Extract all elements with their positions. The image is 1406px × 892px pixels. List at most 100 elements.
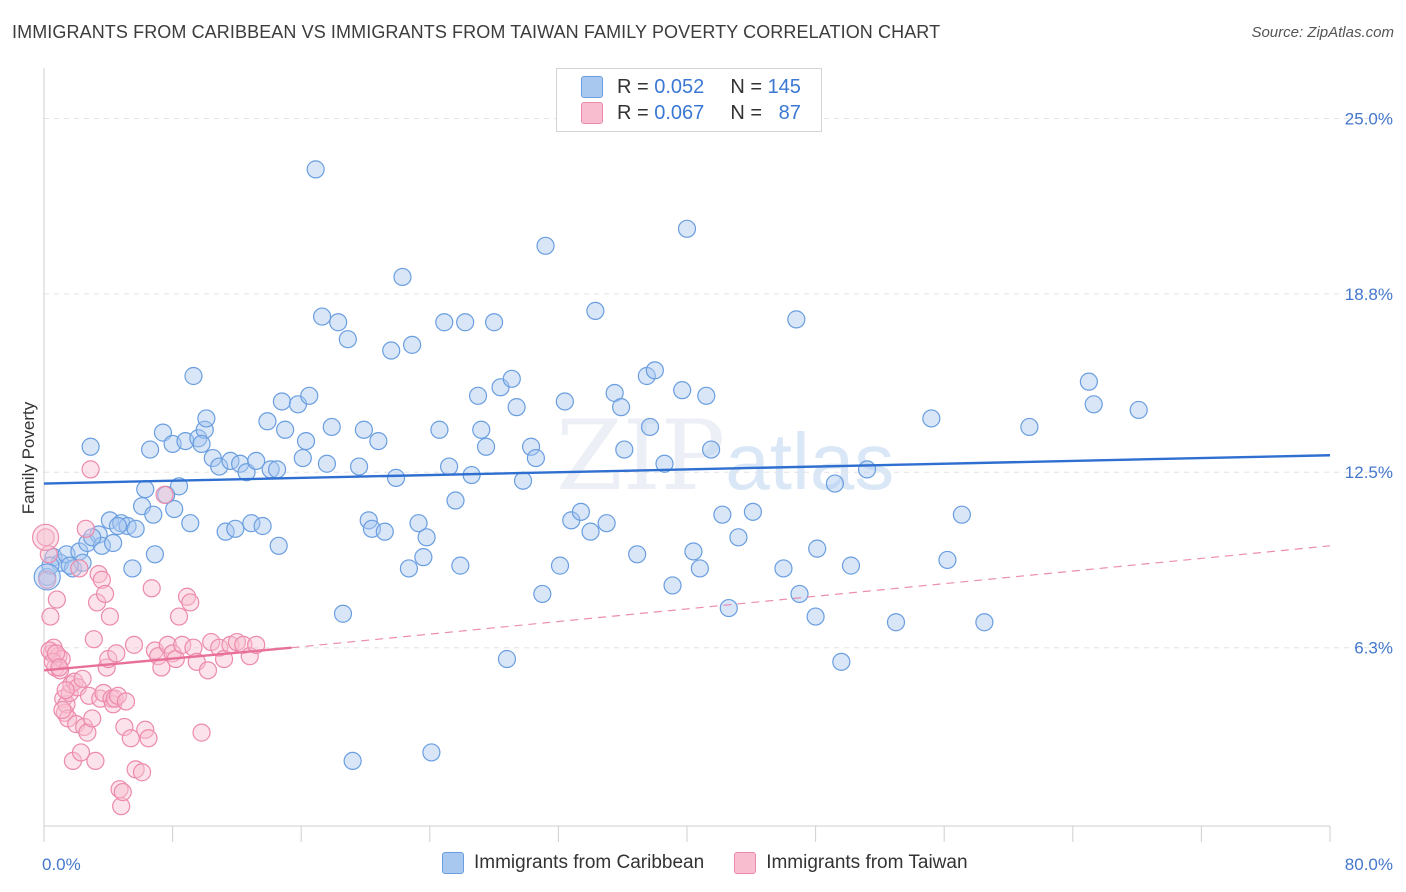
caribbean-point bbox=[808, 539, 827, 558]
legend-r-value: 0.067 bbox=[654, 101, 705, 124]
legend-row-caribbean: R = 0.052 N = 145 bbox=[581, 74, 801, 100]
caribbean-point bbox=[242, 514, 261, 533]
taiwan-point bbox=[107, 644, 126, 663]
caribbean-point bbox=[615, 440, 634, 459]
x-tick-label: 80.0% bbox=[1345, 855, 1393, 874]
series-legend: Immigrants from Caribbean Immigrants fro… bbox=[442, 852, 998, 874]
caribbean-point bbox=[832, 652, 851, 671]
caribbean-point bbox=[338, 330, 357, 349]
caribbean-point bbox=[382, 341, 401, 360]
taiwan-point bbox=[73, 669, 92, 688]
caribbean-point bbox=[417, 528, 436, 547]
caribbean-point bbox=[317, 454, 337, 473]
taiwan-point bbox=[121, 729, 140, 748]
x-tick-label: 0.0% bbox=[42, 855, 81, 874]
taiwan-point bbox=[210, 638, 229, 657]
taiwan-point bbox=[116, 692, 136, 711]
caribbean-point bbox=[333, 604, 353, 623]
taiwan-point bbox=[71, 743, 91, 762]
watermark-zip: ZIP bbox=[556, 400, 726, 512]
caribbean-point bbox=[210, 457, 229, 476]
caribbean-point bbox=[886, 613, 906, 632]
taiwan-point bbox=[105, 689, 124, 708]
legend-n-value: 87 bbox=[778, 101, 801, 124]
caribbean-point bbox=[329, 313, 348, 332]
taiwan-point bbox=[192, 723, 211, 742]
caribbean-point bbox=[145, 545, 165, 564]
caribbean-point bbox=[550, 556, 570, 575]
y-tick-label: 12.5% bbox=[1345, 463, 1393, 482]
caribbean-point bbox=[468, 386, 488, 405]
caribbean-point bbox=[439, 457, 459, 476]
data-points bbox=[32, 160, 1148, 816]
series-label-caribbean: Immigrants from Caribbean bbox=[474, 852, 705, 873]
legend-n-value: 145 bbox=[767, 75, 801, 98]
taiwan-point bbox=[86, 751, 105, 771]
y-axis-label: Family Poverty bbox=[19, 401, 38, 514]
caribbean-point bbox=[825, 474, 844, 493]
caribbean-point bbox=[409, 514, 428, 533]
taiwan-point bbox=[155, 485, 174, 504]
caribbean-point bbox=[267, 460, 287, 479]
taiwan-point bbox=[112, 797, 131, 816]
taiwan-point bbox=[95, 584, 115, 604]
taiwan-point bbox=[89, 565, 108, 584]
y-tick-label: 6.3% bbox=[1354, 639, 1393, 658]
caribbean-point bbox=[628, 545, 647, 564]
caribbean-point bbox=[322, 417, 341, 437]
caribbean-point bbox=[702, 440, 721, 459]
tick-labels: 6.3% 12.5% 18.8% 25.0% 0.0% 80.0% bbox=[42, 109, 1393, 874]
stats-legend: R = 0.052 N = 145 R = 0.067 N = 87 bbox=[556, 68, 822, 132]
caribbean-point bbox=[677, 219, 697, 238]
caribbean-point bbox=[108, 516, 128, 536]
caribbean-point bbox=[430, 420, 449, 439]
caribbean-point bbox=[253, 516, 272, 536]
caribbean-point bbox=[63, 559, 83, 578]
caribbean-point bbox=[451, 556, 470, 575]
caribbean-point bbox=[226, 519, 245, 538]
caribbean-point bbox=[422, 743, 441, 762]
legend-swatch-taiwan bbox=[581, 102, 603, 124]
caribbean-point bbox=[181, 514, 200, 533]
caribbean-point bbox=[354, 420, 373, 439]
caribbean-point bbox=[513, 471, 533, 490]
caribbean-point bbox=[104, 533, 123, 553]
caribbean-point bbox=[938, 550, 957, 570]
caribbean-point bbox=[33, 563, 61, 591]
caribbean-point bbox=[306, 160, 325, 179]
caribbean-point bbox=[663, 576, 682, 595]
caribbean-point bbox=[729, 528, 748, 547]
caribbean-point bbox=[476, 437, 496, 456]
series-swatch-caribbean bbox=[442, 852, 464, 874]
caribbean-point bbox=[435, 313, 454, 332]
caribbean-point bbox=[857, 460, 877, 479]
caribbean-point bbox=[349, 457, 369, 476]
caribbean-point bbox=[1084, 395, 1103, 414]
taiwan-point bbox=[158, 635, 177, 654]
axes bbox=[43, 68, 1331, 842]
caribbean-point bbox=[300, 386, 319, 405]
taiwan-point bbox=[78, 723, 97, 742]
taiwan-point bbox=[47, 590, 66, 609]
caribbean-point bbox=[169, 477, 189, 496]
y-tick-label: 25.0% bbox=[1345, 109, 1393, 128]
caribbean-point bbox=[1079, 372, 1098, 391]
series-legend-caribbean: Immigrants from Caribbean bbox=[442, 852, 704, 874]
legend-r-label: R = bbox=[617, 75, 649, 98]
caribbean-point bbox=[276, 420, 295, 439]
caribbean-point bbox=[497, 649, 517, 669]
taiwan-point bbox=[46, 644, 66, 663]
taiwan-point bbox=[81, 460, 100, 479]
caribbean-point bbox=[655, 454, 674, 473]
taiwan-point bbox=[70, 559, 89, 578]
source-credit: Source: ZipAtlas.com bbox=[1251, 24, 1394, 41]
caribbean-point bbox=[296, 431, 316, 451]
caribbean-point bbox=[446, 491, 465, 510]
taiwan-point bbox=[139, 729, 158, 748]
series-label-taiwan: Immigrants from Taiwan bbox=[766, 852, 968, 873]
caribbean-point bbox=[586, 301, 605, 321]
series-legend-taiwan: Immigrants from Taiwan bbox=[734, 852, 968, 874]
taiwan-point bbox=[124, 635, 144, 654]
caribbean-point bbox=[403, 335, 422, 354]
caribbean-point bbox=[375, 522, 394, 541]
